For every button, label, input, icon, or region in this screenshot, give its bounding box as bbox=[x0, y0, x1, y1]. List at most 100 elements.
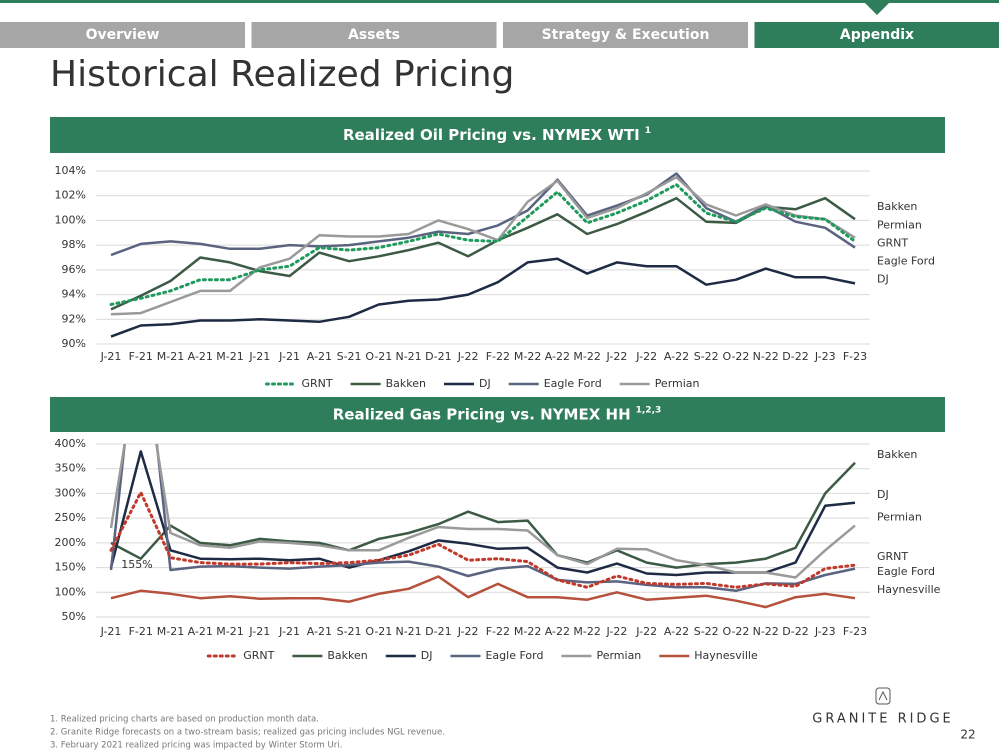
y-tick-label: 94% bbox=[62, 288, 86, 301]
x-tick-label: M-21 bbox=[157, 350, 184, 363]
end-label: Bakken bbox=[877, 200, 917, 213]
x-tick-label: A-22 bbox=[545, 625, 570, 638]
series-line bbox=[109, 183, 857, 306]
x-tick-label: A-21 bbox=[307, 350, 332, 363]
x-tick-label: F-23 bbox=[843, 350, 867, 363]
x-tick-label: A-22 bbox=[664, 350, 689, 363]
x-tick-label: A-21 bbox=[188, 350, 213, 363]
nav-pointer bbox=[865, 3, 889, 15]
x-tick-label: J-22 bbox=[635, 350, 657, 363]
nav-tab-label: Assets bbox=[348, 27, 400, 43]
end-label: GRNT bbox=[877, 550, 908, 563]
y-tick-label: 350% bbox=[55, 462, 86, 475]
x-tick-label: N-22 bbox=[753, 350, 779, 363]
end-label: Eagle Ford bbox=[877, 565, 935, 578]
footnote: 2. Granite Ridge forecasts on a two-stre… bbox=[50, 728, 445, 738]
legend-label: Permian bbox=[655, 377, 700, 390]
end-label: Permian bbox=[877, 511, 922, 524]
x-tick-label: M-22 bbox=[573, 625, 600, 638]
annotation: 155% bbox=[121, 558, 152, 571]
x-tick-label: O-21 bbox=[365, 625, 392, 638]
x-tick-label: S-22 bbox=[694, 350, 719, 363]
x-tick-label: M-21 bbox=[157, 625, 184, 638]
chart-header bbox=[50, 397, 945, 432]
logo-icon bbox=[875, 687, 891, 705]
x-tick-label: A-21 bbox=[307, 625, 332, 638]
chart-title: Realized Oil Pricing vs. NYMEX WTI 1 bbox=[343, 126, 651, 144]
x-tick-label: O-21 bbox=[365, 350, 392, 363]
y-tick-label: 96% bbox=[62, 263, 86, 276]
end-label: Eagle Ford bbox=[877, 255, 935, 268]
nav-tab-label: Overview bbox=[86, 27, 160, 43]
series-line bbox=[109, 490, 857, 589]
legend-label: Eagle Ford bbox=[485, 649, 543, 662]
series-line bbox=[110, 461, 856, 569]
slide-title: Historical Realized Pricing bbox=[50, 54, 514, 95]
end-label: GRNT bbox=[877, 237, 908, 250]
x-tick-label: M-22 bbox=[514, 625, 541, 638]
end-label: Bakken bbox=[877, 448, 917, 461]
x-tick-label: J-21 bbox=[248, 625, 270, 638]
series-line bbox=[110, 172, 856, 257]
x-tick-label: J-21 bbox=[278, 625, 300, 638]
nav-tab-label: Strategy & Execution bbox=[542, 27, 710, 43]
y-tick-label: 102% bbox=[55, 189, 86, 202]
x-tick-label: S-21 bbox=[337, 625, 362, 638]
y-tick-label: 50% bbox=[62, 610, 86, 623]
series-line bbox=[109, 444, 856, 593]
series-line bbox=[110, 196, 856, 311]
x-tick-label: F-21 bbox=[129, 625, 153, 638]
y-tick-label: 300% bbox=[55, 486, 86, 499]
x-tick-label: A-22 bbox=[545, 350, 570, 363]
x-tick-label: M-22 bbox=[573, 350, 600, 363]
legend: GRNT Bakken DJ Eagle Ford Permian Haynesville bbox=[206, 649, 758, 662]
legend-label: Eagle Ford bbox=[544, 377, 602, 390]
top-rule bbox=[0, 0, 999, 3]
series-line bbox=[109, 450, 856, 577]
x-tick-label: N-21 bbox=[395, 350, 421, 363]
y-tick-label: 104% bbox=[55, 164, 86, 177]
x-tick-label: S-21 bbox=[337, 350, 362, 363]
x-tick-label: A-21 bbox=[188, 625, 213, 638]
y-tick-label: 100% bbox=[55, 213, 86, 226]
x-tick-label: J-23 bbox=[814, 350, 836, 363]
x-tick-label: J-21 bbox=[100, 350, 122, 363]
y-tick-label: 150% bbox=[55, 561, 86, 574]
chart-title-note: 1 bbox=[645, 126, 651, 136]
series-line bbox=[109, 444, 856, 579]
y-tick-label: 100% bbox=[55, 585, 86, 598]
x-tick-label: J-22 bbox=[457, 350, 479, 363]
y-tick-label: 250% bbox=[55, 511, 86, 524]
x-tick-label: F-21 bbox=[129, 350, 153, 363]
legend-label: GRNT bbox=[301, 377, 332, 390]
x-tick-label: N-22 bbox=[753, 625, 779, 638]
x-tick-label: O-22 bbox=[722, 350, 749, 363]
chart-title-text: Realized Gas Pricing vs. NYMEX HH bbox=[333, 405, 631, 423]
nav-tab bbox=[0, 22, 245, 48]
x-tick-label: A-22 bbox=[664, 625, 689, 638]
y-tick-label: 200% bbox=[55, 536, 86, 549]
x-tick-label: D-22 bbox=[782, 625, 808, 638]
nav-tab bbox=[754, 22, 999, 48]
x-tick-label: J-22 bbox=[635, 625, 657, 638]
x-tick-label: J-21 bbox=[278, 350, 300, 363]
chart-title-note: 1,2,3 bbox=[636, 405, 662, 415]
x-tick-label: J-21 bbox=[100, 625, 122, 638]
nav-tab bbox=[503, 22, 748, 48]
x-tick-label: M-21 bbox=[216, 625, 243, 638]
x-tick-label: J-22 bbox=[606, 350, 628, 363]
x-tick-label: S-22 bbox=[694, 625, 719, 638]
chart-title-text: Realized Oil Pricing vs. NYMEX WTI bbox=[343, 126, 640, 144]
x-tick-label: F-22 bbox=[486, 350, 510, 363]
legend-label: DJ bbox=[421, 649, 433, 662]
chart-header bbox=[50, 117, 945, 153]
legend-label: Bakken bbox=[327, 649, 367, 662]
y-tick-label: 92% bbox=[62, 312, 86, 325]
x-tick-label: M-22 bbox=[514, 350, 541, 363]
legend-label: Haynesville bbox=[694, 649, 758, 662]
end-label: DJ bbox=[877, 488, 889, 501]
footnote: 3. February 2021 realized pricing was im… bbox=[50, 741, 342, 750]
chart-title: Realized Gas Pricing vs. NYMEX HH 1,2,3 bbox=[333, 405, 662, 423]
end-label: Haynesville bbox=[877, 583, 941, 596]
